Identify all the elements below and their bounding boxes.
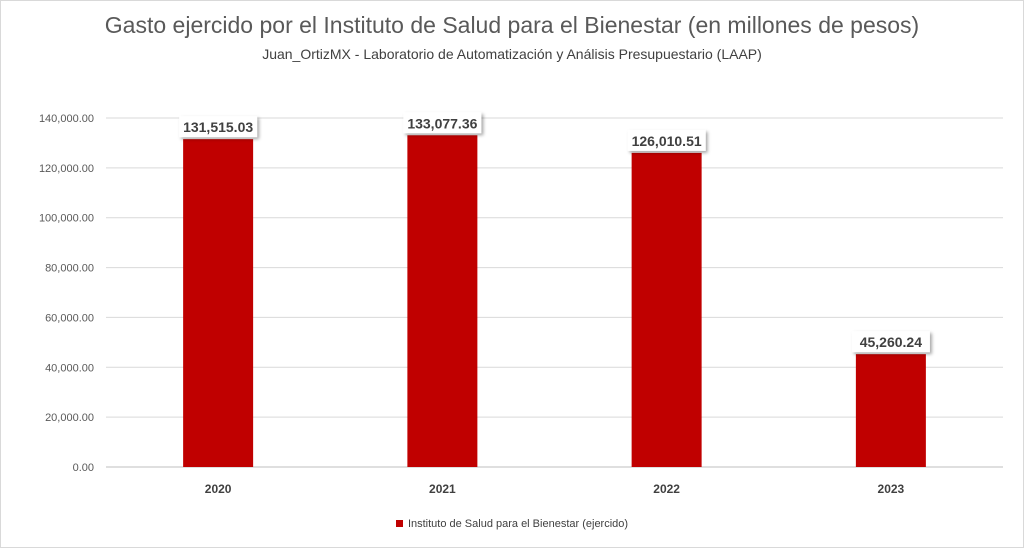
y-tick-label: 120,000.00 [39,163,94,175]
x-tick-label: 2021 [429,482,456,496]
y-tick-label: 20,000.00 [45,412,94,424]
data-label: 45,260.24 [860,334,922,350]
chart-subtitle: Juan_OrtizMX - Laboratorio de Automatiza… [262,46,762,62]
legend-swatch [395,519,403,527]
data-label-box [851,331,930,353]
data-label: 131,515.03 [183,119,253,135]
data-label: 133,077.36 [407,115,477,131]
y-tick-label: 140,000.00 [39,113,94,125]
y-tick-label: 60,000.00 [45,312,94,324]
x-tick-label: 2023 [878,482,905,496]
bar [183,139,254,467]
chart-title: Gasto ejercido por el Instituto de Salud… [104,12,920,38]
legend-label: Instituto de Salud para el Bienestar (ej… [407,518,629,530]
data-label-box [179,116,258,138]
legend: Instituto de Salud para el Bienestar (ej… [0,518,1024,530]
x-tick-label: 2020 [205,482,232,496]
x-tick-label: 2022 [653,482,680,496]
data-label: 126,010.51 [632,133,702,149]
y-tick-label: 100,000.00 [39,213,94,225]
bar [407,135,478,468]
y-tick-label: 80,000.00 [45,263,94,275]
y-tick-label: 40,000.00 [45,362,94,374]
data-label-box [627,129,706,151]
data-label-box [403,112,482,134]
bar [631,152,702,468]
y-tick-label: 0.00 [73,462,94,474]
bar [855,354,926,467]
